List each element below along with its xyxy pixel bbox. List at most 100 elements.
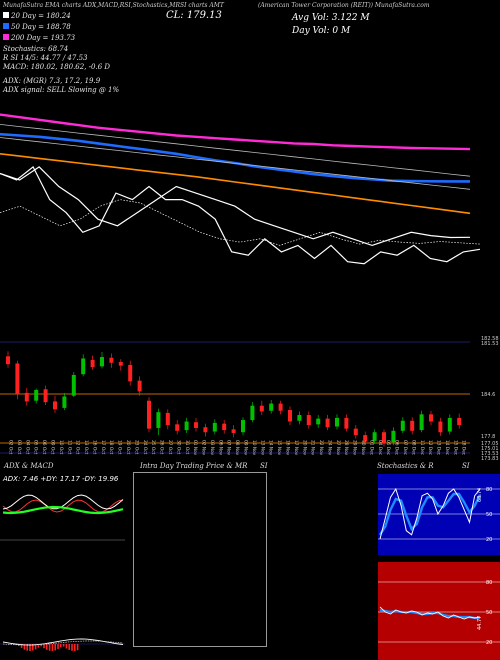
date-label: 04 Dec [377, 440, 383, 456]
date-label: 10 Nov [251, 440, 257, 456]
date-label: 02 Nov [201, 440, 207, 456]
date-label: 24 Nov [326, 440, 332, 456]
adx-panel-title: ADX & MACD [4, 462, 54, 470]
legend-macd: MACD: 180.02, 180.62, -0.6 D [3, 63, 110, 71]
ticker-line: MunafaSutra EMA charts ADX,MACD,RSI,Stoc… [3, 2, 224, 9]
date-labels: 02 Oct 03 Oct 04 Oct 05 Oct 06 Oct 09 Oct 10 O… [8, 440, 467, 456]
macd-histogram-bar [57, 644, 59, 650]
date-label: 11 Oct [66, 440, 72, 455]
macd-histogram-bar [54, 644, 56, 651]
stoch-tick-20: 20 [486, 537, 492, 543]
macd-histogram-bar [37, 644, 40, 648]
stoch-k-line [379, 487, 481, 540]
macd-histogram-bar [46, 644, 48, 650]
candle-chart: 182.58 181.53 184.6 177.8 177.05 175.01 … [0, 336, 499, 462]
candle-body [278, 403, 283, 411]
adx-line [2, 505, 124, 515]
ema-line-20-day [0, 166, 471, 247]
date-label: 17 Nov [293, 440, 299, 456]
candle-body [344, 417, 349, 429]
date-label: 09 Oct [49, 440, 55, 455]
date-label: 17 Oct [100, 440, 106, 455]
date-label: 14 Dec [444, 440, 450, 456]
date-label: 06 Dec [394, 440, 400, 456]
rsi-tick-20: 20 [486, 640, 492, 646]
date-label: 13 Dec [436, 440, 442, 456]
candle-body [34, 389, 39, 401]
date-label: 12 Oct [75, 440, 81, 455]
date-label: 29 Nov [352, 440, 358, 456]
date-label: 06 Oct [41, 440, 47, 455]
intraday-panel-title: Intra Day Trading Price & MR [140, 462, 248, 470]
ema50-swatch [3, 23, 9, 29]
date-label: 20 Nov [301, 440, 307, 456]
candle-body [165, 412, 170, 426]
adx-values: ADX: 7.46 +DY: 17.17 -DY: 19.96 [2, 475, 119, 483]
price-label-mid: 184.6 [481, 392, 495, 398]
macd-histogram-bar [32, 644, 34, 651]
macd-histogram-bar [65, 644, 68, 649]
date-label: 03 Oct [16, 440, 22, 455]
stoch-tick-50: 50 [486, 512, 492, 518]
candle-body [372, 432, 377, 441]
stoch-lines [378, 487, 482, 540]
date-label: 08 Dec [410, 440, 416, 456]
candle-body [24, 392, 29, 402]
date-label: 15 Nov [276, 440, 282, 456]
candle-body [6, 356, 10, 365]
candle-body [335, 417, 339, 427]
price-label-low4: 173.53 [481, 451, 499, 457]
adx-plus-di [2, 494, 124, 510]
macd-histogram-bar [62, 644, 65, 647]
legend-rsi: R SI 14/5: 44.77 / 47.53 [3, 54, 88, 62]
candle-body [100, 357, 104, 367]
adx-lines [2, 494, 124, 515]
date-label: 06 Nov [217, 440, 223, 456]
legend-ema50: 50 Day = 188.78 [3, 23, 119, 34]
adx-macd-panel: ADX: 7.46 +DY: 17.17 -DY: 19.96 [0, 475, 125, 651]
candle-body [429, 414, 433, 422]
candle-body [447, 417, 452, 432]
stoch-rsi-panel: 80 50 20 68.74 80 50 20 44.77 [378, 474, 500, 660]
macd-histogram-bar [43, 644, 45, 649]
macd-histogram-bar [40, 644, 42, 647]
price-label-top1: 182.58 [481, 336, 499, 342]
date-label: 22 Nov [318, 440, 324, 456]
date-label: 18 Dec [461, 440, 467, 456]
date-label: 07 Dec [402, 440, 408, 456]
stoch-d-line [378, 492, 482, 536]
macd-histogram-bar [34, 644, 37, 650]
rsi-lines [379, 606, 481, 620]
macd-histogram-bar [71, 644, 73, 651]
price-line [0, 165, 481, 265]
date-label: 12 Dec [427, 440, 433, 456]
candle-body [288, 410, 292, 422]
date-label: 02 Oct [8, 440, 14, 455]
candle-body [81, 358, 86, 375]
stoch-tick-80: 80 [486, 487, 492, 493]
candles [6, 351, 462, 447]
candle-body [231, 429, 236, 433]
macd-histogram-bar [60, 644, 62, 648]
candle-body [250, 405, 255, 421]
date-label: 16 Oct [91, 440, 97, 455]
rsi-line [379, 606, 481, 620]
ema-chart [0, 113, 481, 265]
rsi-value: 44.77 [477, 616, 483, 630]
candle-body [71, 374, 76, 396]
ema-line-50-day [0, 132, 470, 183]
candle-body [194, 422, 198, 428]
candle-body [156, 412, 161, 428]
stoch-panel-si: SI [462, 462, 470, 470]
candle-body [457, 417, 462, 426]
avg-vol-label: Avg Vol: 3.122 M [292, 13, 370, 23]
candle-body [316, 418, 321, 425]
macd-histogram-bar [29, 644, 31, 651]
macd-histogram-bar [48, 644, 51, 651]
candle-body [410, 420, 415, 431]
candle-body [175, 424, 180, 431]
candle-body [438, 421, 443, 433]
macd-histogram-bar [51, 644, 54, 651]
legend-adx: ADX: (MGR) 7.3, 17.2, 19.9 [3, 77, 101, 85]
date-label: 24 Oct [142, 440, 148, 455]
